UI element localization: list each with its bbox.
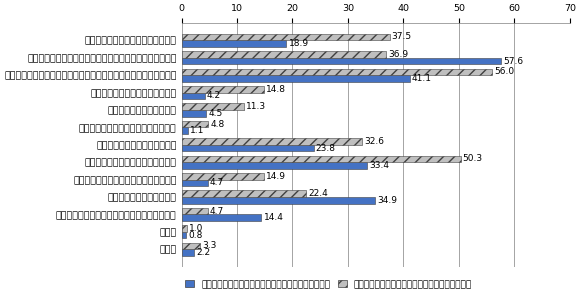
Legend: 若手人材の配置、育成においてこれまで重視したもの, 若手人材の配置、育成において今後重視するもの: 若手人材の配置、育成においてこれまで重視したもの, 若手人材の配置、育成において… <box>182 276 476 293</box>
Text: 41.1: 41.1 <box>412 74 432 83</box>
Bar <box>182 155 461 162</box>
Bar <box>182 86 264 92</box>
Text: 14.8: 14.8 <box>266 85 286 94</box>
Bar <box>182 249 194 256</box>
Text: 1.0: 1.0 <box>189 224 204 233</box>
Text: 14.9: 14.9 <box>266 172 287 181</box>
Text: 32.6: 32.6 <box>365 137 385 146</box>
Text: 56.0: 56.0 <box>494 67 514 76</box>
Bar <box>182 197 375 204</box>
Bar <box>182 68 492 75</box>
Text: 4.7: 4.7 <box>210 178 224 187</box>
Bar <box>182 110 206 117</box>
Text: 4.8: 4.8 <box>211 120 224 128</box>
Bar <box>182 58 501 64</box>
Bar <box>182 75 409 82</box>
Text: 23.8: 23.8 <box>316 144 336 153</box>
Text: 18.9: 18.9 <box>289 39 309 48</box>
Bar <box>182 51 386 58</box>
Bar <box>182 138 362 145</box>
Text: 57.6: 57.6 <box>503 57 523 65</box>
Bar <box>182 208 208 215</box>
Text: 4.5: 4.5 <box>209 109 223 118</box>
Text: 34.9: 34.9 <box>378 196 397 205</box>
Bar <box>182 225 187 232</box>
Text: 11.3: 11.3 <box>246 102 267 111</box>
Bar <box>182 173 264 180</box>
Bar <box>182 127 187 134</box>
Text: 2.2: 2.2 <box>196 248 210 257</box>
Text: 50.3: 50.3 <box>463 154 483 163</box>
Bar <box>182 180 208 186</box>
Text: 3.3: 3.3 <box>202 241 216 250</box>
Text: 4.2: 4.2 <box>207 91 221 100</box>
Bar <box>182 92 205 99</box>
Bar <box>182 162 367 169</box>
Bar <box>182 103 244 110</box>
Text: 0.8: 0.8 <box>188 231 202 240</box>
Text: 4.7: 4.7 <box>210 207 224 216</box>
Bar <box>182 190 306 197</box>
Bar <box>182 40 287 47</box>
Bar <box>182 34 390 40</box>
Bar <box>182 243 200 249</box>
Text: 14.4: 14.4 <box>264 213 284 222</box>
Text: 22.4: 22.4 <box>308 189 328 198</box>
Bar <box>182 121 208 127</box>
Text: 37.5: 37.5 <box>392 32 412 42</box>
Bar <box>182 145 314 152</box>
Bar <box>182 215 262 221</box>
Text: 36.9: 36.9 <box>389 50 408 59</box>
Bar <box>182 232 186 238</box>
Text: 1.1: 1.1 <box>190 126 204 135</box>
Text: 33.4: 33.4 <box>369 161 389 170</box>
